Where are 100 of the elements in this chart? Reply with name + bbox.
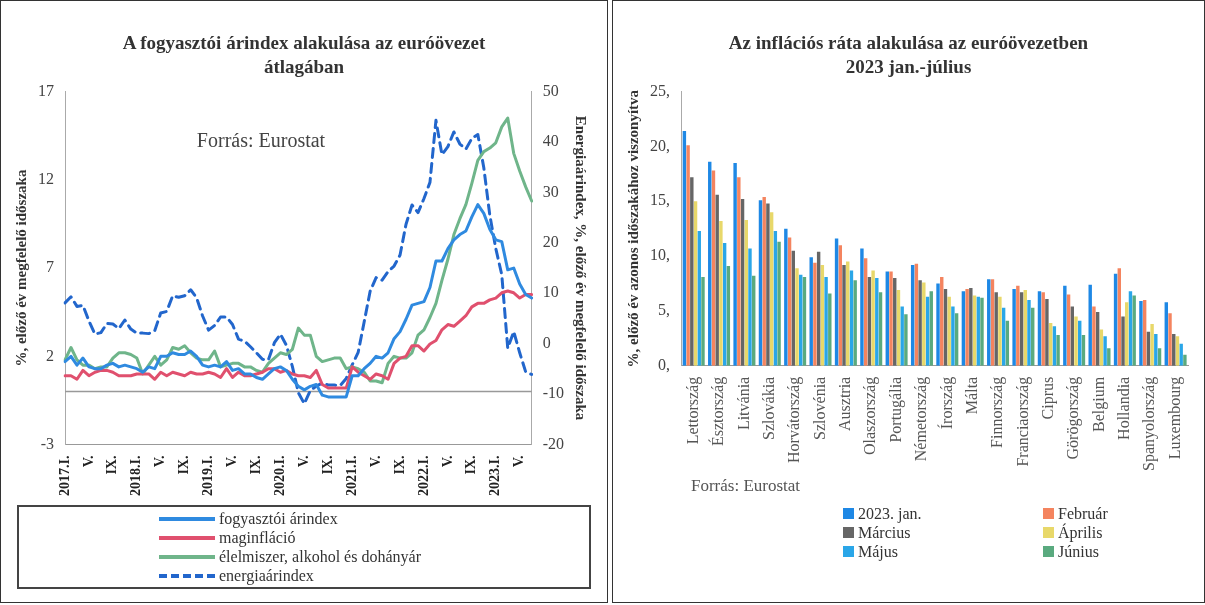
x-tick-label: V. (295, 455, 311, 468)
bar (1183, 354, 1187, 366)
bar (824, 276, 828, 366)
y-tick-label: 25, (650, 81, 670, 99)
legend-label: 2023. jan. (858, 504, 922, 523)
bar (947, 296, 951, 366)
x-tick-label: 2023.I. (487, 455, 503, 496)
y-tick-label: 10, (650, 246, 670, 264)
x-tick-label: V. (224, 455, 240, 468)
x-tick-label: V. (80, 455, 96, 468)
x-tick-label: Hollandia (1115, 376, 1133, 440)
x-tick-label: Portugália (886, 376, 905, 443)
bar (1016, 285, 1020, 366)
bar (871, 270, 875, 366)
y2-tick-label: 40 (542, 132, 559, 150)
bar (1154, 333, 1158, 366)
legend-label: Június (1058, 542, 1099, 561)
x-tick-label: Franciaország (1013, 376, 1032, 467)
bar (900, 306, 904, 366)
bar (1012, 289, 1016, 366)
x-tick-label: Olaszország (861, 376, 880, 455)
legend-label: Február (1058, 504, 1108, 523)
y2-axis-title: Energiaárindex, %, előző év megfelelő időszaka (573, 115, 590, 421)
bar (998, 296, 1002, 366)
y-tick-label: 2 (46, 346, 54, 364)
y2-tick-label: 50 (542, 81, 559, 99)
bar (1107, 348, 1111, 366)
bar (922, 282, 926, 366)
x-tick-label: Ausztria (836, 376, 854, 431)
x-tick-label: Horvátország (785, 376, 804, 463)
x-tick-label: IX. (176, 455, 192, 475)
annotation: Forrás: Eurostat (196, 128, 326, 151)
y-tick-label: 12 (38, 170, 54, 188)
bar (994, 292, 998, 366)
bar (737, 177, 741, 366)
chart-title: A fogyasztói árindex alakulása az euróövezet átlagában (121, 31, 487, 79)
x-tick-label: Málta (962, 376, 980, 415)
bar (1088, 284, 1092, 366)
y-tick-label: 17 (38, 81, 54, 99)
x-tick-label: 2021.I. (343, 455, 359, 496)
y-tick-label: 20, (650, 136, 670, 154)
legend-label: Április (1058, 523, 1103, 542)
bar (860, 248, 864, 366)
y-tick-label: 15, (650, 191, 670, 209)
x-tick-label: IX. (391, 455, 407, 475)
x-tick-label: 2018.I. (128, 455, 144, 496)
bar (701, 276, 705, 366)
y2-tick-label: 20 (542, 233, 559, 251)
y-tick-label: -3 (40, 434, 54, 452)
legend-label: élelmiszer, alkohol és dohányár (219, 547, 421, 566)
x-tick-label: Németország (912, 376, 931, 462)
bar (777, 241, 781, 366)
x-tick-label: Észtország (708, 376, 728, 447)
x-tick-label: 2020.I. (272, 455, 287, 496)
bar (748, 248, 752, 366)
bar (1103, 336, 1107, 366)
bar (1027, 299, 1031, 366)
x-tick-label: Szlovénia (810, 376, 828, 440)
x-tick-label: Luxembourg (1165, 376, 1184, 460)
x-tick-label: Görögország (1064, 376, 1083, 460)
y-axis-title: %, előző év megfelelő időszaka (12, 169, 29, 367)
bar (1168, 313, 1172, 366)
bar (1121, 316, 1125, 366)
x-tick-label: V. (367, 455, 383, 468)
bar (904, 314, 908, 366)
legend-label: energiaárindex (219, 566, 314, 585)
bar (875, 278, 879, 366)
x-tick-label: IX. (248, 455, 264, 475)
y-tick-label: 7 (46, 258, 54, 276)
bar (969, 287, 973, 366)
x-tick-label: Belgium (1089, 376, 1108, 432)
x-tick-label: 2017.I. (56, 455, 72, 496)
y-tick-label: 0, (658, 356, 670, 373)
bar (1056, 335, 1060, 366)
y2-tick-label: 10 (542, 283, 559, 301)
bar (980, 297, 984, 366)
bar (813, 262, 817, 366)
bar (784, 228, 788, 366)
bar (795, 268, 799, 366)
y2-tick-label: 0 (542, 333, 551, 351)
chart-title: Az inflációs ráta alakulása az euróövezetben 2023 jan.-július (727, 31, 1090, 79)
x-tick-label: IX. (104, 455, 120, 475)
legend-label: Március (858, 523, 911, 542)
text: Forrás: Eurostat (691, 476, 802, 496)
bar (686, 145, 690, 366)
bar (1132, 295, 1136, 366)
bar (1179, 343, 1183, 366)
bar (1139, 301, 1143, 366)
bar (965, 289, 969, 366)
bar (842, 264, 846, 366)
x-tick-label: IX. (319, 455, 335, 475)
bar (1074, 316, 1078, 366)
x-tick-label: 2022.I. (415, 455, 431, 496)
x-tick-label: Spanyolország (1140, 376, 1159, 471)
bar (1150, 324, 1154, 366)
y-tick-label: 5, (658, 301, 670, 319)
bar (853, 280, 857, 366)
x-tick-label: V. (152, 455, 168, 468)
bar (762, 196, 766, 366)
bar (918, 280, 922, 366)
